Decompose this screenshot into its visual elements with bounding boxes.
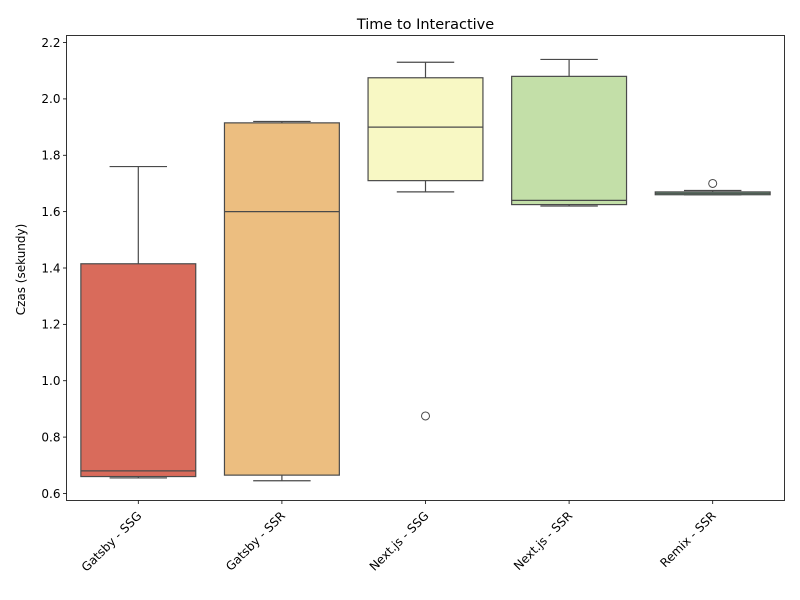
y-tick-label: 2.0 [41,92,60,106]
x-tick-label: Gatsby - SSR [223,509,288,574]
y-tick-label: 0.6 [41,487,60,501]
outlier-point [708,178,718,188]
x-axis: Gatsby - SSG Gatsby - SSR Next.js - SSG Nex… [79,500,719,575]
y-tick-label: 1.0 [41,374,60,388]
iqr-box [511,75,628,206]
box-group [367,61,484,421]
y-tick-label: 0.8 [41,430,60,444]
x-tick-label: Gatsby - SSG [79,509,145,575]
y-tick-label: 1.4 [41,261,60,275]
iqr-box [223,122,340,476]
boxes-layer [80,58,771,482]
y-tick-label: 1.2 [41,318,60,332]
y-tick-label: 1.6 [41,205,60,219]
box-group [654,178,771,196]
x-tick-label: Next.js - SSG [367,509,432,574]
box-group [511,58,628,207]
outlier-point [421,411,430,421]
y-axis: 0.6 0.8 1.0 1.2 1.4 1.6 1.8 2.0 2.2 [41,36,67,501]
y-tick-label: 1.8 [41,149,60,163]
y-axis-label: Czas (sekundy) [14,224,28,316]
iqr-box [80,263,197,478]
box-group [223,120,340,482]
plot-frame [66,35,785,501]
chart-title: Time to Interactive [356,17,494,33]
box-group [80,165,197,479]
y-tick-label: 2.2 [41,36,60,50]
x-tick-label: Remix - SSR [657,509,718,570]
x-tick-label: Next.js - SSR [511,509,575,573]
iqr-box [367,77,484,182]
